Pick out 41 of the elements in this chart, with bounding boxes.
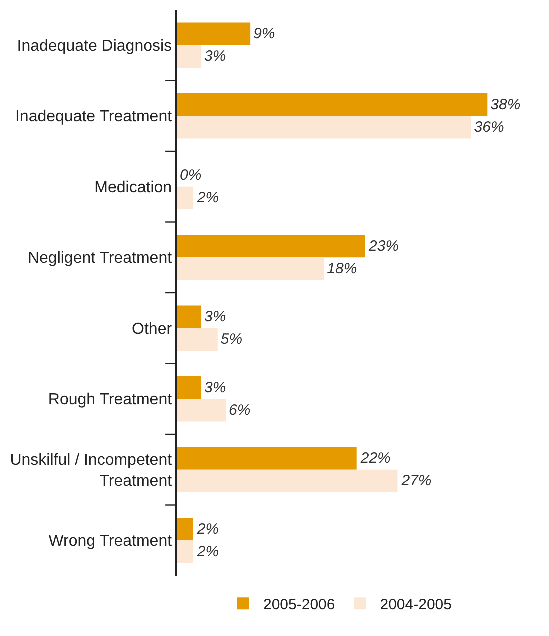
bar — [177, 22, 251, 46]
data-label: 36% — [474, 118, 504, 136]
legend-label: 2005-2006 — [264, 596, 336, 614]
data-label: 9% — [254, 26, 276, 43]
data-label: 6% — [229, 402, 251, 419]
data-label: 18% — [327, 260, 358, 278]
data-label: 5% — [220, 331, 243, 348]
bar — [177, 540, 194, 564]
y-tick-label: Negligent Treatment — [28, 250, 173, 268]
data-label: 2% — [196, 190, 220, 207]
y-tick-label: Unskilful / Incompetent Treatment — [10, 452, 173, 490]
y-tick-label: Medication — [94, 179, 172, 196]
y-tick-label: Rough Treatment — [48, 392, 173, 409]
bar — [177, 518, 194, 541]
data-label: 2% — [196, 520, 220, 538]
bar — [177, 470, 398, 493]
legend-label: 2004-2005 — [380, 596, 452, 614]
bar — [177, 376, 202, 400]
bar — [177, 234, 366, 258]
y-tick-label: Wrong Treatment — [48, 533, 173, 550]
bar — [177, 328, 218, 352]
bar — [177, 93, 488, 116]
bar — [177, 116, 472, 139]
data-label: 3% — [204, 48, 226, 66]
data-label: 2% — [196, 543, 220, 560]
bar — [177, 306, 202, 328]
data-label: 3% — [204, 379, 226, 396]
data-label: 27% — [400, 472, 432, 490]
y-tick-label: Inadequate Diagnosis — [17, 38, 172, 55]
bar — [177, 45, 202, 68]
bar — [177, 258, 324, 280]
y-tick-label: Inadequate Treatment — [15, 108, 173, 126]
data-label: 0% — [180, 167, 202, 184]
bar — [177, 447, 357, 470]
data-label: 3% — [204, 308, 226, 326]
bar — [177, 186, 194, 210]
data-label: 38% — [490, 96, 521, 114]
y-tick-label: Other — [132, 320, 173, 338]
data-label: 22% — [360, 450, 391, 468]
bar — [177, 399, 226, 422]
data-label: 23% — [368, 238, 400, 255]
